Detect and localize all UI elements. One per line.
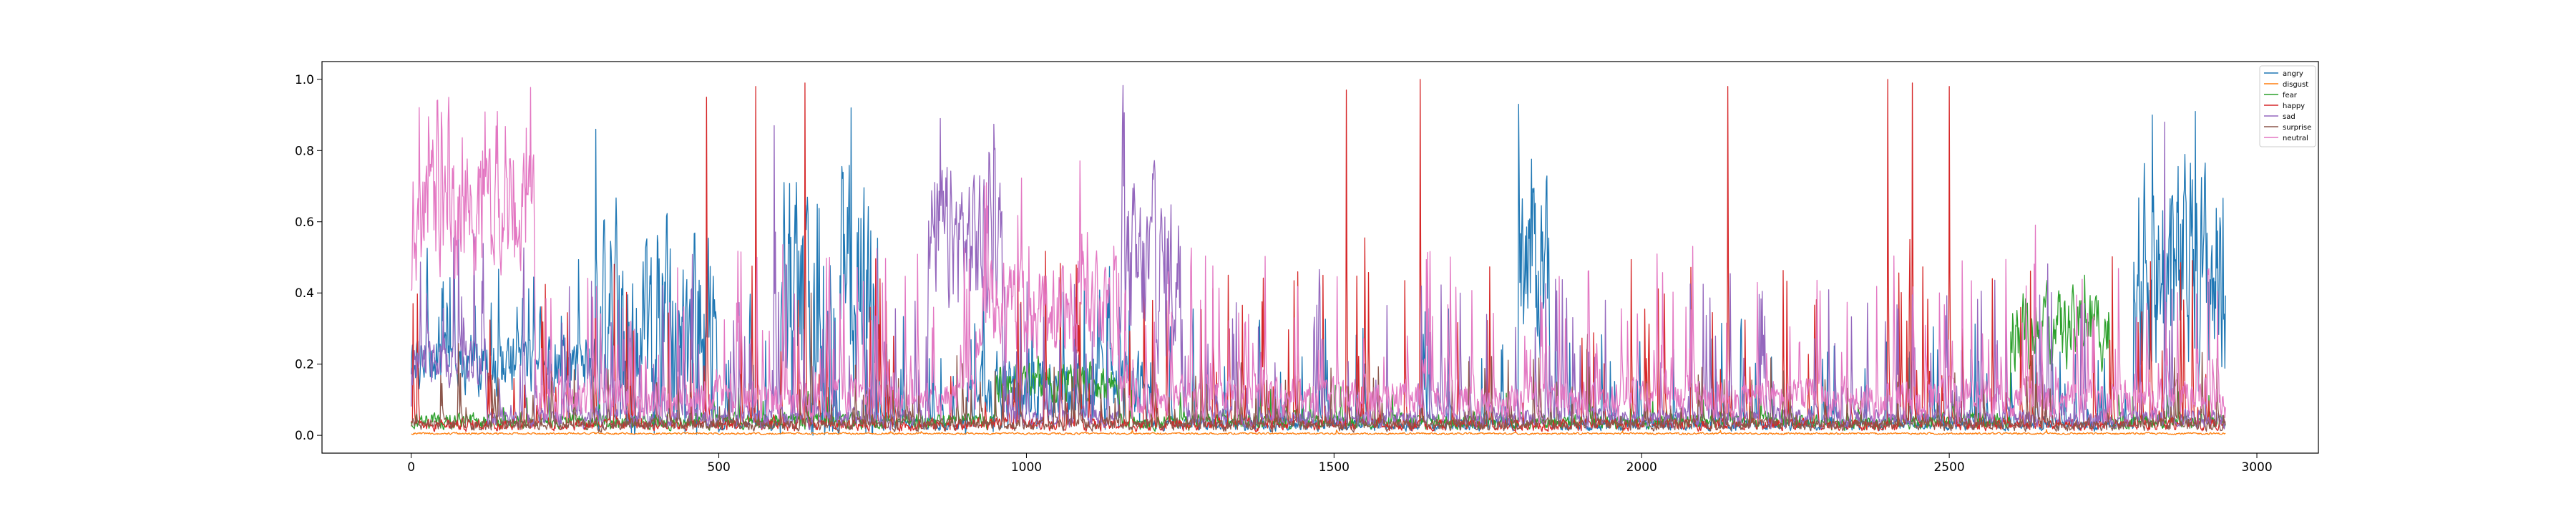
legend-label-sad: sad	[2283, 113, 2296, 121]
x-tick-label: 3000	[2241, 460, 2272, 475]
x-tick-label: 2000	[1626, 460, 1657, 475]
series-layer	[411, 79, 2226, 436]
legend: angry disgust fear happy sad surprise neutral	[2259, 65, 2316, 147]
y-tick-label: 0.6	[295, 215, 314, 230]
x-axis: 0 500 1000 1500 2000 2500 3000	[407, 453, 2273, 475]
series-line-neutral	[411, 87, 2226, 424]
x-tick-label: 500	[707, 460, 730, 475]
legend-label-surprise: surprise	[2283, 124, 2311, 132]
y-tick-label: 0.0	[295, 429, 314, 443]
x-tick-label: 1500	[1319, 460, 1350, 475]
x-tick-label: 0	[407, 460, 415, 475]
y-tick-label: 0.8	[295, 144, 314, 158]
legend-label-neutral: neutral	[2283, 135, 2308, 142]
y-axis: 0.0 0.2 0.4 0.6 0.8 1.0	[295, 73, 322, 443]
legend-label-fear: fear	[2283, 92, 2298, 100]
series-line-disgust	[411, 429, 2226, 436]
legend-label-angry: angry	[2283, 70, 2303, 78]
y-tick-label: 1.0	[295, 73, 314, 87]
y-tick-label: 0.4	[295, 286, 314, 301]
series-line-happy	[411, 79, 2226, 433]
series-line-angry	[411, 104, 2226, 436]
legend-label-happy: happy	[2283, 102, 2305, 110]
plot-area-frame	[321, 61, 2319, 454]
x-tick-label: 1000	[1011, 460, 1042, 475]
x-tick-label: 2500	[1933, 460, 1964, 475]
legend-label-disgust: disgust	[2283, 81, 2308, 89]
y-tick-label: 0.2	[295, 358, 314, 372]
